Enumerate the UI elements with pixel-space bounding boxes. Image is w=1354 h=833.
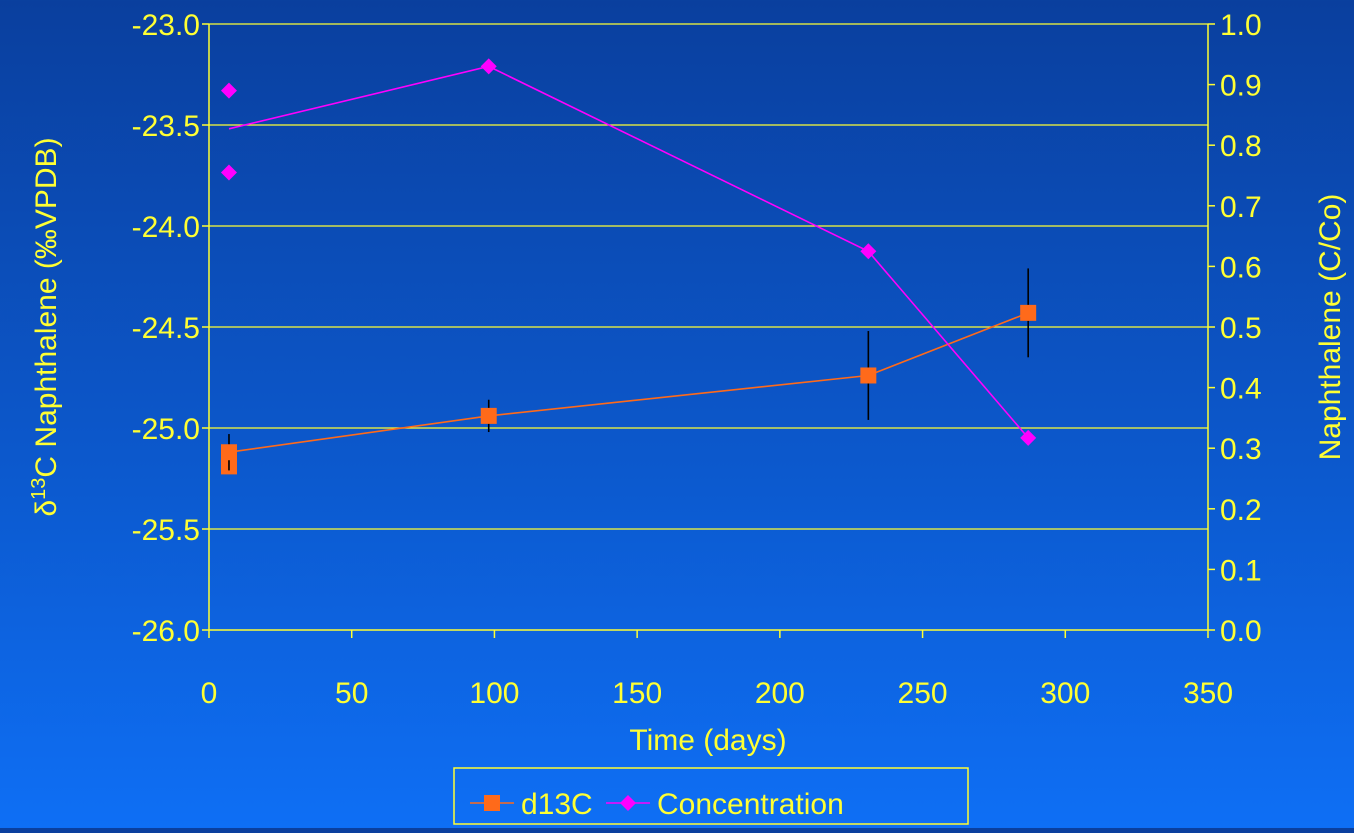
- data-point-concentration: [220, 164, 237, 181]
- legend-marker-d13c: [484, 795, 500, 811]
- y-left-axis-title: δ13C Naphthalene (‰VPDB): [28, 137, 63, 516]
- data-point-d13c: [860, 367, 877, 384]
- y-left-tick-label: -26.0: [132, 615, 200, 648]
- y-left-tick-label: -23.5: [132, 110, 200, 143]
- y-left-tick-label: -23.0: [132, 9, 200, 42]
- data-point-d13c: [480, 407, 497, 424]
- legend-items: d13C Concentration: [470, 788, 844, 821]
- x-tick-label: 350: [1183, 677, 1233, 710]
- series-line-d13c: [228, 312, 1029, 453]
- y-right-tick-label: 0.1: [1220, 554, 1262, 587]
- y-right-tick-label: 0.8: [1220, 130, 1262, 163]
- legend: d13C Concentration: [453, 767, 969, 825]
- legend-item-concentration: Concentration: [606, 788, 844, 821]
- y-left-tick-label: -25.0: [132, 413, 200, 446]
- data-point-concentration: [1020, 429, 1037, 446]
- y-left-title-superscript: 13: [28, 478, 50, 500]
- series-d13c: [220, 268, 1037, 475]
- data-point-d13c: [1020, 304, 1037, 321]
- grid: [209, 23, 1208, 530]
- x-tick-label: 250: [898, 677, 948, 710]
- x-tick-label: 300: [1040, 677, 1090, 710]
- data-point-concentration: [220, 82, 237, 99]
- y-right-tick-label: 0.5: [1220, 312, 1262, 345]
- data-point-concentration: [860, 243, 877, 260]
- series: [220, 58, 1037, 475]
- y-left-title-prefix: δ: [30, 500, 63, 517]
- y-left-title-rest: C Naphthalene (‰VPDB): [30, 137, 63, 477]
- y-left-tick-label: -24.5: [132, 312, 200, 345]
- legend-label-d13c: d13C: [521, 788, 593, 821]
- y-right-tick-label: 1.0: [1220, 9, 1262, 42]
- y-right-tick-label: 0.9: [1220, 70, 1262, 103]
- y-right-tick-label: 0.6: [1220, 251, 1262, 284]
- legend-item-d13c: d13C: [470, 788, 593, 821]
- x-axis-title: Time (days): [629, 724, 786, 757]
- x-tick-label: 200: [755, 677, 805, 710]
- legend-label-concentration: Concentration: [657, 788, 844, 821]
- series-line-concentration: [228, 65, 1029, 439]
- ticks: 0 50 100 150 200 250 300 350 -23.0 -23.5 -24.0 -24.…: [132, 9, 1262, 710]
- y-right-tick-label: 0.4: [1220, 373, 1262, 406]
- y-left-tick-label: -25.5: [132, 514, 200, 547]
- y-right-tick-label: 0.0: [1220, 615, 1262, 648]
- x-tick-label: 0: [201, 677, 218, 710]
- data-point-concentration: [480, 58, 497, 75]
- legend-marker-concentration: [620, 795, 636, 811]
- y-right-axis-title: Naphthalene (C/Co): [1314, 194, 1347, 461]
- legend-box: [453, 767, 969, 825]
- x-tick-label: 100: [469, 677, 519, 710]
- data-point-d13c: [220, 444, 237, 461]
- y-right-tick-label: 0.7: [1220, 191, 1262, 224]
- y-left-tick-label: -24.0: [132, 211, 200, 244]
- series-concentration: [220, 58, 1037, 446]
- x-tick-label: 150: [612, 677, 662, 710]
- y-right-tick-label: 0.3: [1220, 433, 1262, 466]
- y-right-tick-label: 0.2: [1220, 494, 1262, 527]
- x-tick-label: 50: [335, 677, 368, 710]
